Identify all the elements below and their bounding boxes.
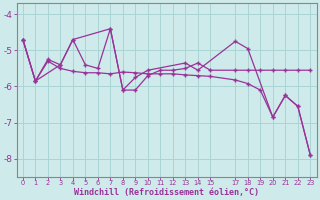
X-axis label: Windchill (Refroidissement éolien,°C): Windchill (Refroidissement éolien,°C) [74,188,259,197]
